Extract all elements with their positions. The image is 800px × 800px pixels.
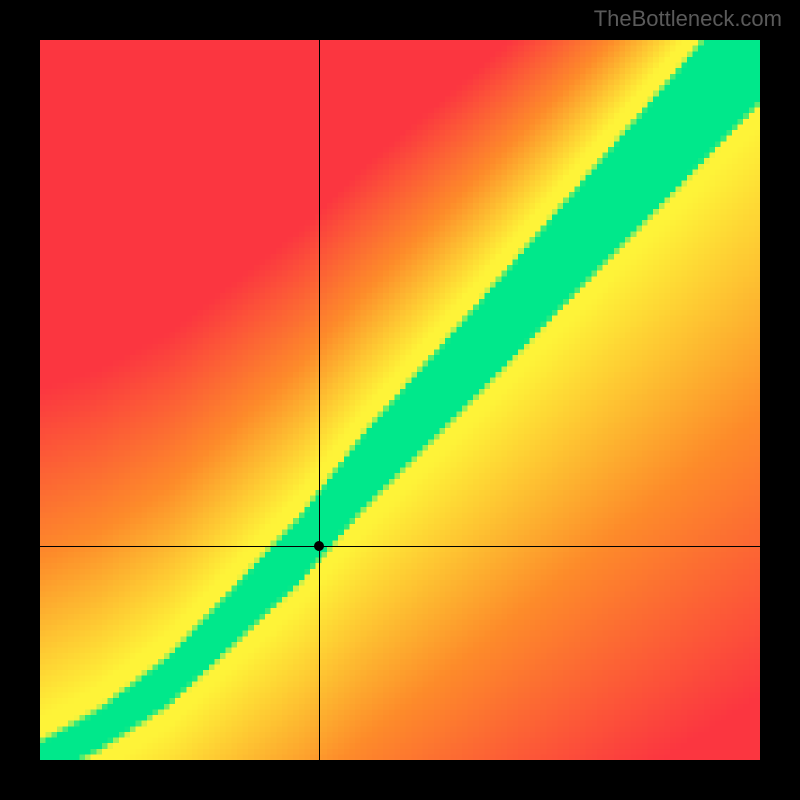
crosshair-vertical bbox=[319, 40, 320, 760]
bottleneck-heatmap bbox=[40, 40, 760, 760]
crosshair-marker bbox=[314, 541, 324, 551]
watermark-text: TheBottleneck.com bbox=[594, 6, 782, 32]
crosshair-horizontal bbox=[40, 546, 760, 547]
chart-container: TheBottleneck.com bbox=[0, 0, 800, 800]
